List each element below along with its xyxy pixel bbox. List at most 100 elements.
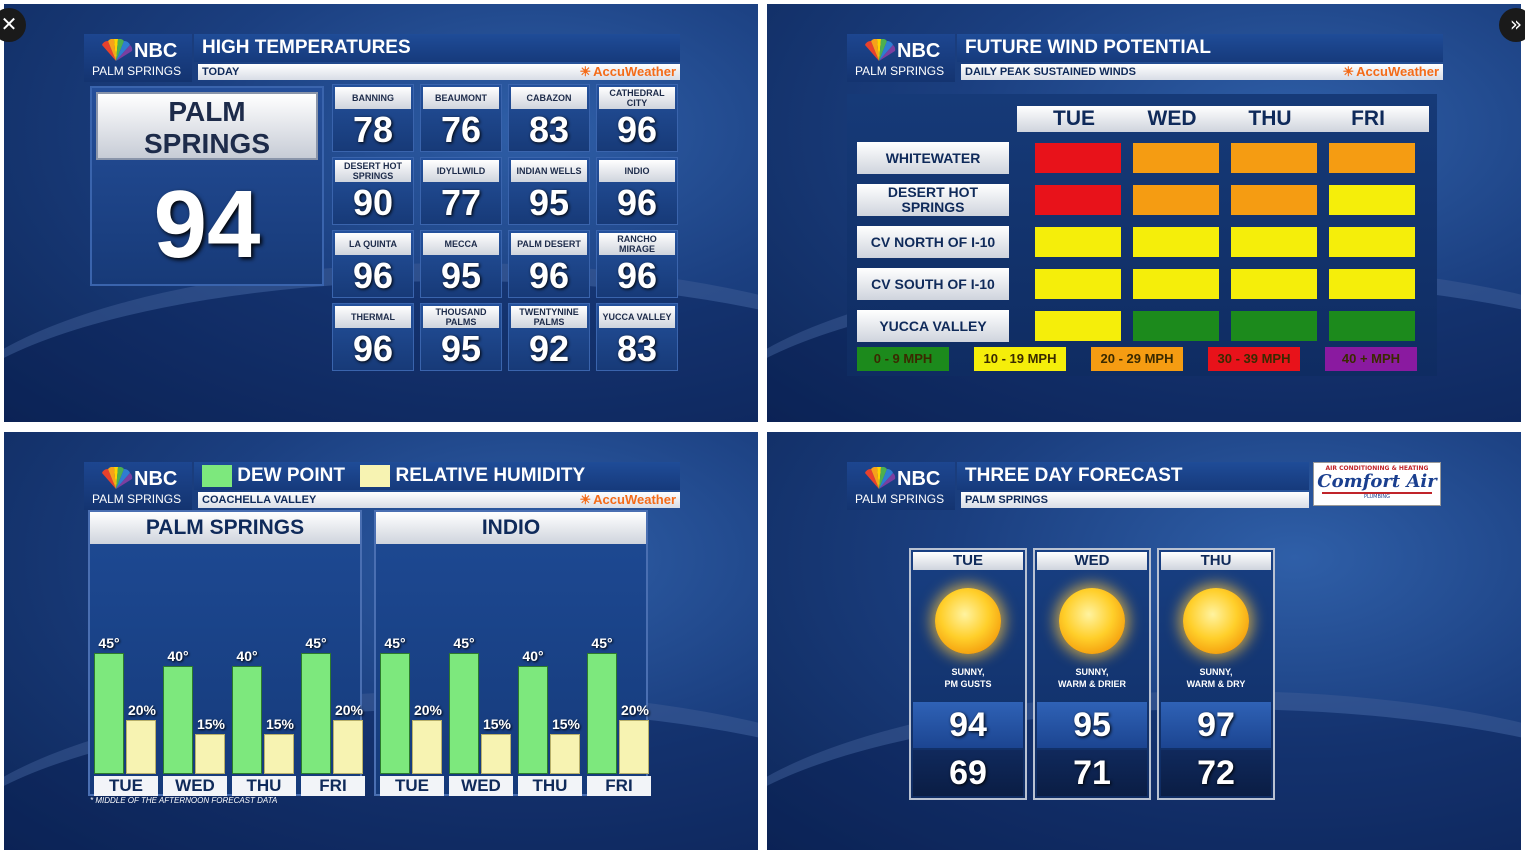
high-temperatures-panel: NBC PALM SPRINGS HIGH TEMPERATURES TODAY… [4, 4, 758, 422]
city-name: BANNING [335, 87, 411, 109]
wind-legend-item: 20 - 29 MPH [1091, 347, 1183, 371]
network-name: NBC [897, 40, 941, 62]
city-temp: 96 [352, 328, 394, 369]
condition-line1: SUNNY, [951, 667, 985, 677]
city-temp-cell: PALM DESERT 96 [508, 230, 590, 298]
forecast-day: TUE [913, 552, 1023, 570]
city-temp-cell: INDIO 96 [596, 157, 678, 225]
sponsor-divider [1322, 492, 1432, 494]
wind-level-cell [1133, 269, 1219, 299]
dew-point-value: 40° [236, 648, 258, 664]
humidity-bar [412, 720, 442, 774]
sponsor-tagline: AIR CONDITIONING & HEATING [1325, 465, 1429, 472]
forecast-card: WED SUNNY, WARM & DRIER 95 71 [1033, 548, 1151, 800]
city-temp: 96 [352, 255, 394, 296]
wind-potential-panel: NBC PALM SPRINGS FUTURE WIND POTENTIAL D… [767, 4, 1521, 422]
nbc-logo: NBC PALM SPRINGS [847, 462, 955, 510]
dew-point-value: 40° [522, 648, 544, 664]
city-temp-cell: CATHEDRAL CITY 96 [596, 84, 678, 152]
close-button[interactable]: ✕ [0, 8, 26, 42]
dew-point-bar [301, 652, 331, 774]
humidity-value: 15% [265, 715, 295, 732]
featured-city-name-line1: PALM [168, 96, 246, 127]
forecast-low: 71 [1037, 750, 1147, 796]
dew-point-legend: DEW POINT [237, 465, 345, 486]
sponsor-name: Comfort Air [1317, 471, 1437, 492]
chart-day-label: TUE [94, 776, 158, 796]
three-day-forecast-panel: NBC PALM SPRINGS THREE DAY FORECAST PALM… [767, 432, 1521, 850]
city-temp: 96 [616, 109, 658, 150]
dew-point-bar [587, 652, 617, 774]
city-name: IDYLLWILD [423, 160, 499, 182]
dew-point-value: 45° [305, 634, 327, 651]
peacock-icon [865, 39, 896, 61]
market-name: PALM SPRINGS [92, 492, 182, 506]
wind-level-cell [1133, 311, 1219, 341]
forecast-card: TUE SUNNY, PM GUSTS 94 69 [909, 548, 1027, 800]
chart-day-label: WED [163, 776, 227, 796]
panel-title: HIGH TEMPERATURES [194, 34, 680, 62]
forecast-low: 72 [1161, 750, 1271, 796]
city-temp: 92 [528, 328, 570, 369]
city-temp: 96 [616, 255, 658, 296]
peacock-icon [102, 39, 133, 61]
next-button[interactable]: » [1499, 8, 1525, 42]
dew-point-value: 45° [453, 634, 475, 651]
city-temp: 96 [528, 255, 570, 296]
dew-point-bar [449, 652, 479, 774]
dew-point-bar [94, 652, 124, 774]
forecast-high: 94 [913, 702, 1023, 748]
wind-level-cell [1231, 311, 1317, 341]
market-name: PALM SPRINGS [92, 64, 182, 78]
city-temp-cell: CABAZON 83 [508, 84, 590, 152]
forecast-day: THU [1161, 552, 1271, 570]
panel-subtitle: COACHELLA VALLEY AccuWeather [198, 492, 680, 508]
wind-legend-item: 10 - 19 MPH [974, 347, 1066, 371]
wind-level-cell [1329, 143, 1415, 173]
sun-icon [1059, 588, 1125, 654]
panel-title: THREE DAY FORECAST [957, 462, 1309, 490]
city-temp-cell: THERMAL 96 [332, 303, 414, 371]
subtitle-text: TODAY [202, 66, 240, 78]
humidity-value: 20% [620, 702, 650, 718]
forecast-low: 69 [913, 750, 1023, 796]
city-temp: 95 [528, 182, 570, 223]
humidity-bar [264, 733, 294, 774]
city-name: THERMAL [335, 306, 411, 328]
wind-day-header-row: TUE WED THU FRI [1017, 106, 1429, 132]
condition-line2: WARM & DRIER [1058, 679, 1126, 689]
wind-level-cell [1133, 185, 1219, 215]
city-name: BEAUMONT [423, 87, 499, 109]
city-name: DESERT HOT SPRINGS [335, 160, 411, 182]
wind-level-cell [1035, 143, 1121, 173]
dew-point-bar [380, 652, 410, 774]
chart-day-label: TUE [380, 776, 444, 796]
humidity-value: 15% [196, 715, 226, 732]
forecast-condition: SUNNY, WARM & DRIER [1035, 666, 1149, 690]
panel-title: FUTURE WIND POTENTIAL [957, 34, 1443, 62]
humidity-bar [481, 733, 511, 774]
city-name: CABAZON [511, 87, 587, 109]
humidity-value: 15% [551, 715, 581, 732]
wind-zone-label: WHITEWATER [857, 142, 1009, 174]
network-name: NBC [134, 468, 178, 490]
city-temp-cell: BEAUMONT 76 [420, 84, 502, 152]
city-temp: 77 [440, 182, 482, 223]
wind-level-cell [1035, 311, 1121, 341]
wind-zone-label: CV NORTH OF I-10 [857, 226, 1009, 258]
network-name: NBC [897, 468, 941, 490]
wind-level-cell [1133, 143, 1219, 173]
humidity-bar [195, 733, 225, 774]
wind-level-cell [1231, 185, 1317, 215]
humidity-swatch [360, 464, 391, 487]
featured-city-name: PALM SPRINGS [96, 92, 318, 160]
panel-title: DEW POINT RELATIVE HUMIDITY [194, 462, 680, 490]
palm-springs-humidity-chart: PALM SPRINGS 45° 20% TUE 40° 15% WED 40° 15% THU… [88, 510, 365, 796]
wind-level-cell [1329, 311, 1415, 341]
accuweather-logo: AccuWeather [1343, 64, 1439, 80]
forecast-card: THU SUNNY, WARM & DRY 97 72 [1157, 548, 1275, 800]
city-temp: 76 [440, 109, 482, 150]
wind-legend-item: 40 + MPH [1325, 347, 1417, 371]
chart-day-label: FRI [587, 776, 651, 796]
wind-level-cell [1231, 227, 1317, 257]
